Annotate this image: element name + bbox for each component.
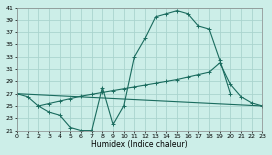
X-axis label: Humidex (Indice chaleur): Humidex (Indice chaleur) xyxy=(91,140,188,149)
